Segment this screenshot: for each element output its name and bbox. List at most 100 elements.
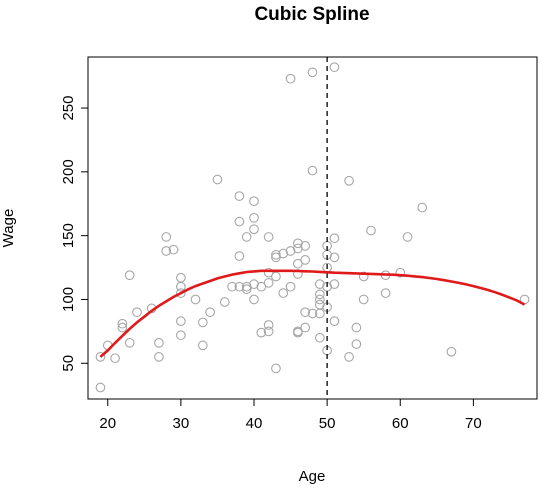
data-point	[241, 284, 252, 295]
data-point	[307, 308, 318, 319]
x-tick-label: 40	[246, 415, 263, 432]
data-point	[417, 202, 428, 213]
data-point	[124, 338, 135, 348]
data-point	[278, 248, 289, 259]
data-point	[300, 307, 311, 318]
x-tick-label: 70	[465, 415, 482, 432]
data-point	[380, 288, 391, 298]
data-point	[168, 244, 179, 255]
y-tick-label: 50	[60, 355, 77, 372]
data-point	[300, 322, 311, 333]
data-point	[329, 233, 340, 244]
data-point	[307, 67, 318, 78]
data-point	[110, 353, 120, 364]
data-point	[154, 338, 164, 348]
data-point	[300, 241, 311, 251]
data-point	[234, 251, 245, 261]
data-point	[351, 322, 362, 333]
data-point	[256, 281, 267, 292]
data-point	[285, 73, 296, 84]
data-point	[329, 316, 340, 327]
data-point	[329, 279, 340, 289]
data-point	[366, 225, 376, 236]
data-point	[307, 165, 318, 176]
x-tick-label: 30	[173, 415, 190, 432]
data-point	[95, 352, 106, 362]
scatter-points	[95, 62, 530, 393]
data-point	[176, 272, 186, 283]
data-point	[329, 252, 340, 263]
data-point	[358, 271, 369, 282]
x-tick-label: 60	[392, 415, 409, 432]
spline-curve	[99, 269, 526, 358]
data-point	[154, 352, 164, 362]
data-point	[314, 332, 325, 343]
x-axis: 20 30 40 50 60 70	[99, 398, 482, 432]
data-point	[176, 281, 186, 292]
data-point	[95, 382, 106, 393]
y-axis-label: Wage	[0, 209, 17, 248]
data-point	[263, 232, 274, 242]
y-tick-label: 200	[60, 159, 77, 184]
data-point	[234, 281, 245, 292]
data-point	[271, 271, 281, 282]
data-point	[117, 322, 128, 333]
data-point	[293, 243, 303, 254]
data-point	[249, 212, 259, 223]
data-point	[241, 281, 252, 292]
data-point	[402, 232, 413, 242]
plot-area-frame	[87, 56, 538, 400]
data-point	[263, 267, 274, 278]
y-tick-label: 250	[60, 96, 77, 121]
data-point	[219, 297, 230, 307]
data-point	[197, 340, 208, 351]
data-point	[241, 232, 252, 242]
data-point	[271, 249, 281, 260]
data-point	[271, 252, 281, 263]
data-point	[271, 363, 281, 374]
data-point	[293, 238, 303, 249]
data-point	[161, 246, 172, 256]
data-point	[300, 255, 311, 265]
data-point	[124, 270, 135, 281]
data-point	[234, 216, 245, 227]
data-point	[256, 327, 267, 338]
data-point	[176, 330, 186, 341]
data-point	[351, 339, 362, 349]
data-point	[161, 232, 172, 242]
data-point	[314, 294, 325, 305]
x-axis-label: Age	[299, 468, 326, 485]
data-point	[446, 346, 457, 357]
data-point	[176, 288, 186, 298]
data-point	[249, 224, 259, 235]
data-point	[212, 174, 223, 185]
data-point	[132, 307, 142, 318]
data-point	[358, 294, 369, 305]
data-point	[263, 320, 274, 330]
data-point	[344, 175, 354, 186]
data-point	[314, 279, 325, 289]
data-point	[249, 294, 259, 305]
chart-title: Cubic Spline	[254, 4, 369, 25]
y-tick-label: 100	[60, 287, 77, 312]
data-point	[314, 299, 325, 310]
data-point	[329, 62, 340, 73]
x-tick-label: 20	[99, 415, 116, 432]
data-point	[176, 316, 186, 327]
data-point	[285, 281, 296, 292]
y-tick-label: 150	[60, 223, 77, 248]
data-point	[227, 281, 237, 292]
data-point	[249, 279, 259, 289]
data-point	[293, 269, 303, 279]
data-point	[205, 307, 215, 318]
data-point	[117, 318, 128, 329]
data-point	[197, 317, 208, 328]
data-point	[234, 191, 245, 201]
data-point	[263, 326, 274, 337]
data-point	[293, 326, 303, 337]
x-tick-label: 50	[319, 415, 336, 432]
data-point	[293, 258, 303, 269]
data-point	[190, 294, 201, 305]
data-point	[344, 352, 354, 362]
